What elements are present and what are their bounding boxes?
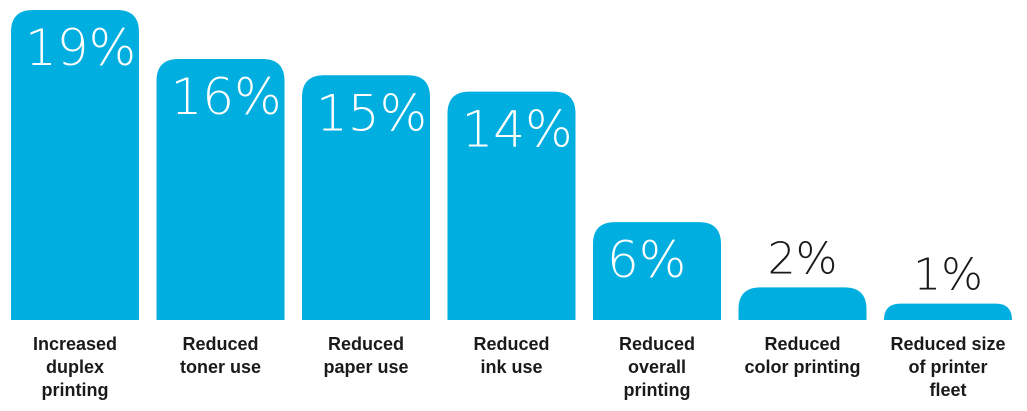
- bar-3: [302, 75, 430, 321]
- bar-value-label-4: 14%: [462, 101, 573, 159]
- category-label-line: Reduced: [182, 334, 259, 354]
- bar-7: [884, 303, 1012, 320]
- category-label-line: printing: [623, 380, 691, 400]
- category-label-4: Reduced ink use: [447, 333, 577, 379]
- bar-value-label-1: 19%: [25, 19, 136, 77]
- category-label-1: Increased duplex printing: [10, 333, 140, 402]
- bar-6: [738, 287, 867, 320]
- category-label-line: color printing: [744, 357, 861, 377]
- category-label-7: Reduced size of printer fleet: [883, 333, 1013, 402]
- category-label-line: overall: [627, 357, 687, 377]
- category-label-line: Reduced: [473, 334, 550, 354]
- category-label-line: ink use: [480, 357, 543, 377]
- category-label-line: Increased: [32, 334, 118, 354]
- category-label-line: duplex: [45, 357, 104, 377]
- category-label-line: fleet: [929, 380, 967, 400]
- bar-value-label-6: 2%: [768, 233, 838, 284]
- category-label-line: Reduced: [327, 334, 405, 354]
- bar-value-label-7: 1%: [913, 250, 983, 301]
- category-label-line: Reduced size: [890, 334, 1006, 354]
- bar-4: [447, 91, 576, 320]
- category-label-3: Reduced paper use: [301, 333, 431, 379]
- category-label-line: of printer: [908, 357, 988, 377]
- bar-value-label-2: 16%: [171, 68, 282, 126]
- category-label-6: Reduced color printing: [738, 333, 868, 379]
- category-label-line: paper use: [323, 357, 409, 377]
- bar-value-label-3: 15%: [316, 84, 427, 142]
- bar-value-label-5: 6%: [607, 231, 686, 289]
- category-label-2: Reduced toner use: [156, 333, 286, 379]
- category-label-line: Reduced: [764, 334, 841, 354]
- bar-1: [11, 10, 139, 320]
- category-label-5: Reduced overall printing: [592, 333, 722, 402]
- category-label-line: Reduced: [618, 334, 696, 354]
- bar-2: [156, 58, 285, 321]
- category-label-line: printing: [41, 380, 109, 400]
- bar-5: [593, 222, 721, 320]
- category-label-line: toner use: [179, 357, 262, 377]
